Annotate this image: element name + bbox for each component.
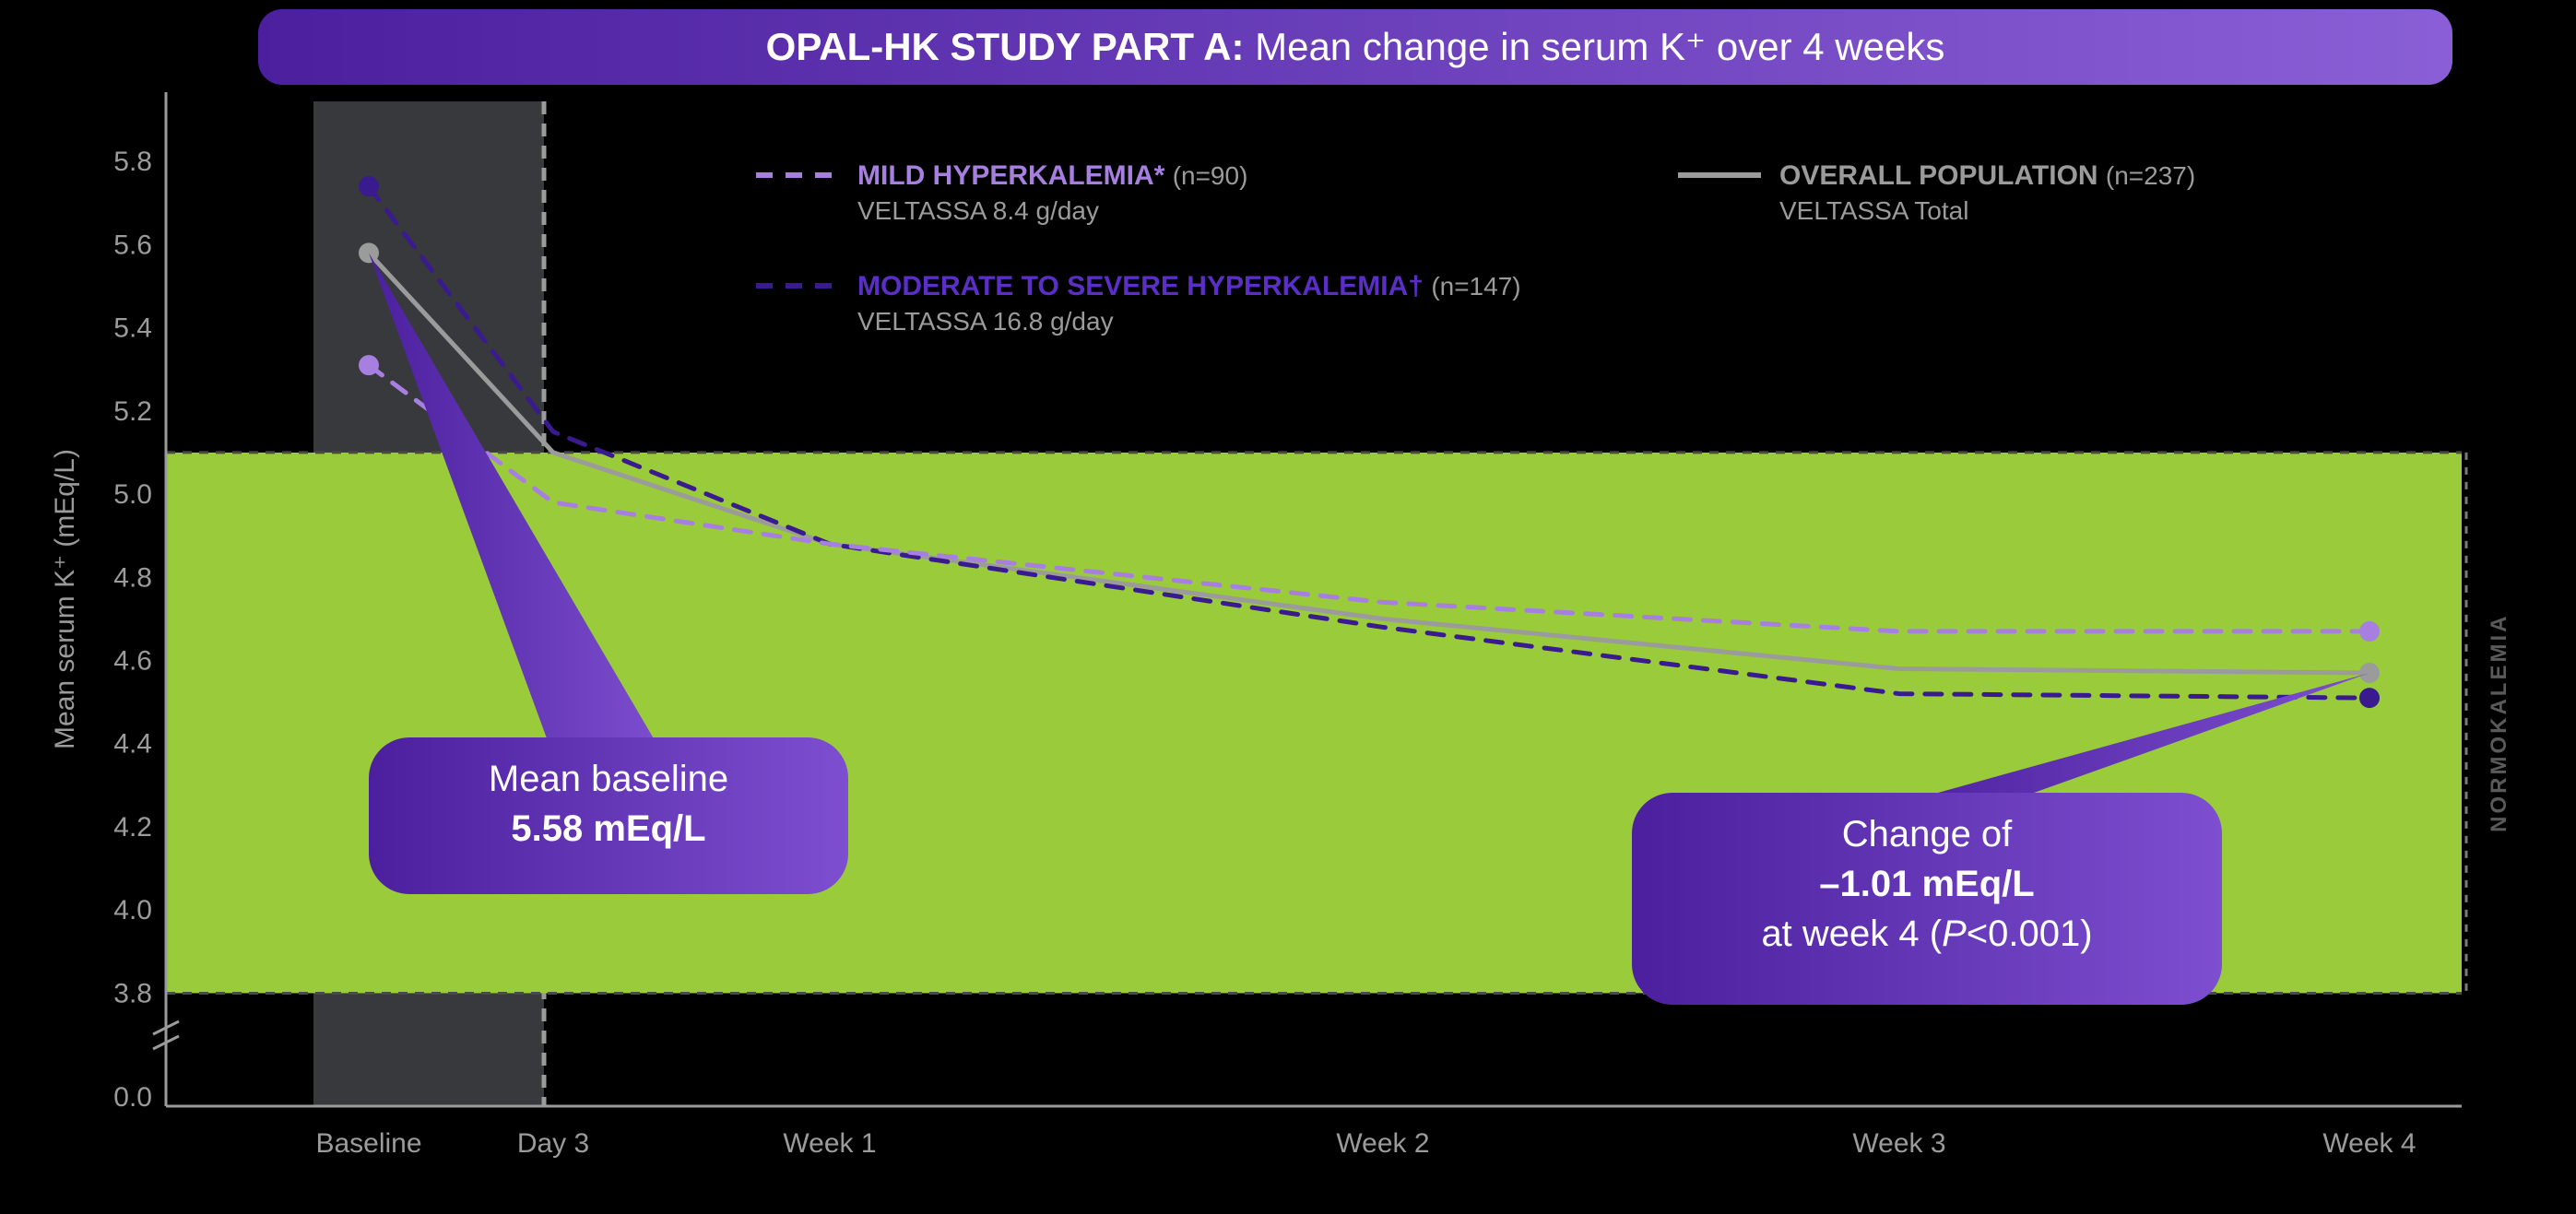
change-callout-text: Change of: [1842, 814, 2013, 855]
overall-legend-label: OVERALL POPULATION (n=237): [1779, 160, 2195, 191]
change-callout-text: –1.01 mEq/L: [1819, 864, 2034, 904]
mild-legend-sub: VELTASSA 8.4 g/day: [857, 196, 1099, 225]
overall-legend-sub: VELTASSA Total: [1779, 196, 1968, 225]
y-tick-label: 5.0: [113, 479, 152, 510]
y-tick-label: 5.6: [113, 230, 152, 260]
moderate-severe-start-marker: [359, 176, 379, 196]
x-category-label: Baseline: [315, 1128, 421, 1159]
mild-start-marker: [359, 355, 379, 375]
mild-end-marker: [2359, 621, 2380, 642]
y-tick-label: 4.4: [113, 729, 152, 760]
y-tick-label: 5.8: [113, 147, 152, 177]
x-category-label: Day 3: [517, 1128, 589, 1159]
title-rest: Mean change in serum K⁺ over 4 weeks: [1244, 25, 1944, 68]
opal-hk-chart: { "title": { "bold": "OPAL-HK STUDY PART…: [0, 0, 2576, 1214]
change-callout-text: at week 4 (P<0.001): [1761, 913, 2092, 954]
modsev-legend-sub: VELTASSA 16.8 g/day: [857, 307, 1114, 336]
x-category-label: Week 1: [783, 1128, 876, 1159]
moderate-severe-end-marker: [2359, 688, 2380, 708]
chart-canvas: OPAL-HK STUDY PART A: Mean change in ser…: [0, 0, 2576, 1214]
title-text: OPAL-HK STUDY PART A: Mean change in ser…: [766, 25, 1945, 68]
y-tick-label: 3.8: [113, 978, 152, 1008]
y-tick-label: 4.8: [113, 562, 152, 593]
y-tick-label: 5.2: [113, 396, 152, 427]
x-category-label: Week 3: [1852, 1128, 1945, 1159]
baseline-callout-text: Mean baseline: [489, 759, 728, 799]
mild-legend-label: MILD HYPERKALEMIA* (n=90): [857, 160, 1247, 191]
y-zero-label: 0.0: [113, 1082, 152, 1113]
y-tick-label: 4.0: [113, 895, 152, 925]
modsev-legend-label: MODERATE TO SEVERE HYPERKALEMIA† (n=147): [857, 271, 1521, 301]
y-tick-label: 5.4: [113, 313, 152, 344]
y-axis-title: Mean serum K⁺ (mEq/L): [50, 449, 80, 749]
y-tick-label: 4.6: [113, 646, 152, 677]
baseline-callout-text: 5.58 mEq/L: [511, 808, 705, 849]
y-tick-label: 4.2: [113, 812, 152, 843]
x-category-label: Week 4: [2322, 1128, 2416, 1159]
x-category-label: Week 2: [1336, 1128, 1429, 1159]
title-bold: OPAL-HK STUDY PART A:: [766, 25, 1245, 68]
normokalemia-label: NORMOKALEMIA: [2487, 614, 2511, 832]
